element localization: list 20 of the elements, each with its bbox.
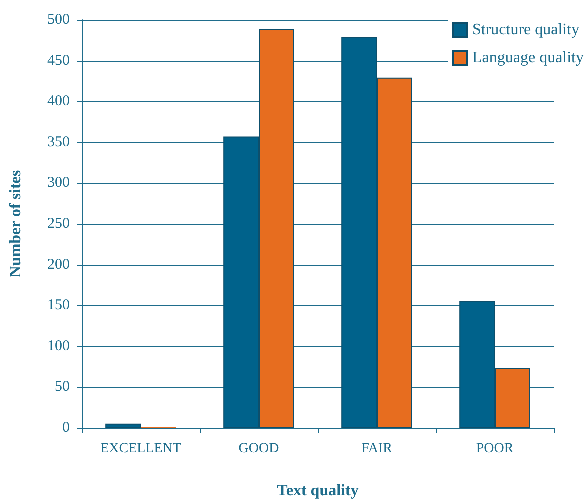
- y-tick-label: 300: [48, 175, 70, 192]
- y-tick-label: 150: [48, 298, 70, 314]
- legend-label: Language quality: [472, 50, 584, 66]
- y-tick-label: 200: [48, 256, 70, 273]
- x-tick-label: EXCELLENT: [100, 442, 182, 456]
- y-tick-label: 250: [48, 216, 70, 232]
- legend-label: Structure quality: [472, 22, 580, 38]
- y-tick-label: 100: [48, 338, 70, 354]
- y-tick-label: 450: [48, 52, 70, 69]
- y-tick-label: 50: [55, 379, 70, 396]
- bar: [106, 424, 141, 428]
- y-tick-label: 500: [48, 12, 70, 28]
- y-axis-title: Number of sites: [8, 170, 24, 278]
- x-axis-title: Text quality: [277, 482, 359, 500]
- x-tick-label: POOR: [476, 442, 514, 456]
- y-tick-label: 0: [62, 420, 70, 436]
- x-tick-label: GOOD: [238, 442, 280, 456]
- x-tick-label: FAIR: [362, 442, 394, 456]
- y-tick-label: 400: [48, 94, 70, 110]
- y-tick-label: 350: [48, 134, 70, 150]
